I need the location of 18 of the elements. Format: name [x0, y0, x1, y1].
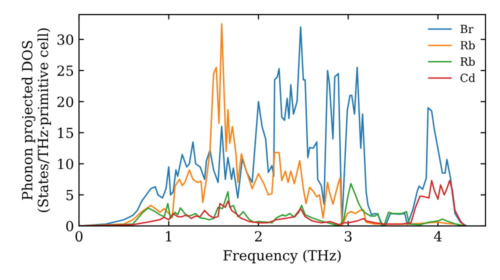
legend-label: Rb	[460, 40, 475, 50]
y-tick-label: 30	[58, 34, 74, 45]
x-axis-title: Frequency (THz)	[223, 250, 341, 264]
legend-label: Br	[460, 24, 474, 34]
y-tick-label: 0	[66, 220, 74, 232]
y-tick-label: 5	[66, 190, 74, 200]
x-tick-label: 3	[344, 231, 352, 242]
x-tick-label: 0	[75, 231, 82, 242]
y-tick-label: 10	[58, 158, 74, 170]
legend-label: Rb	[460, 57, 475, 66]
y-tick-label: 25	[57, 65, 74, 76]
legend-label: Cd	[460, 73, 476, 82]
y-tick-label: 20	[57, 96, 74, 108]
x-tick-label: 2	[254, 231, 262, 242]
y-tick-label: 15	[58, 128, 74, 138]
x-tick-label: 1	[166, 231, 172, 242]
y-axis-title: Phonon projected DOS (States/THz·primitive cell)	[22, 28, 51, 212]
x-tick-label: 4	[434, 231, 442, 242]
